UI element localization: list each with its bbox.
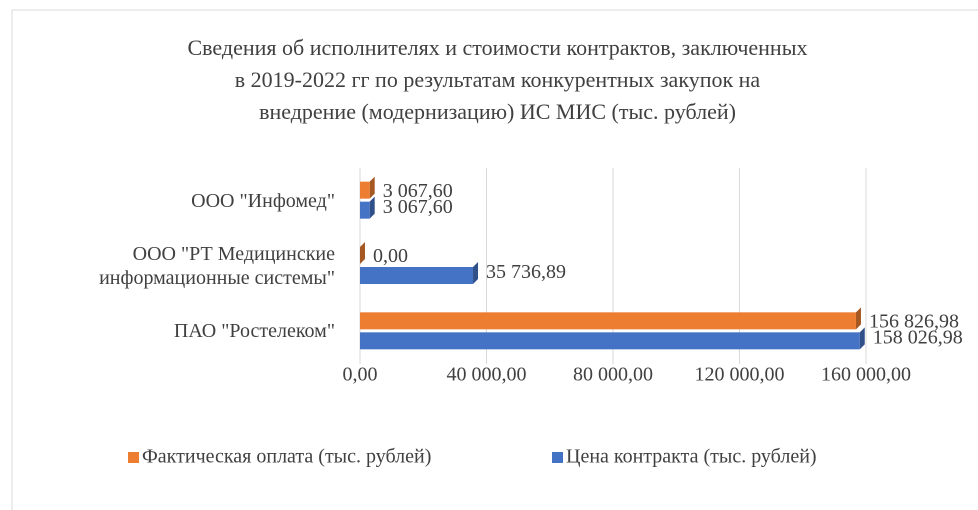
bar [360, 201, 370, 219]
y-tick-label: ООО "РТ Медицинские информационные систе… [99, 243, 335, 289]
bar [360, 181, 370, 199]
y-tick-label: ООО "Инфомед" [191, 189, 335, 212]
chart-title: Сведения об исполнителях и стоимости кон… [187, 35, 808, 124]
data-label: 0,00 [373, 245, 408, 267]
x-tick-label: 0,00 [343, 364, 378, 386]
y-tick-label: ПАО "Ростелеком" [173, 320, 335, 343]
bar-depth [369, 176, 375, 199]
legend-label: Цена контракта (тыс. рублей) [566, 446, 817, 468]
legend-swatch [552, 452, 563, 463]
x-tick-label: 40 000,00 [447, 364, 527, 386]
data-label: 3 067,60 [383, 180, 453, 202]
data-label: 35 736,89 [486, 261, 566, 283]
x-tick-label: 80 000,00 [573, 364, 653, 386]
data-label: 3 067,60 [383, 196, 453, 218]
bar-depth [369, 196, 375, 219]
legend-label: Фактическая оплата (тыс. рублей) [142, 446, 431, 468]
bar-depth [473, 262, 479, 284]
bar-depth [360, 242, 365, 264]
data-label: 156 826,98 [869, 310, 959, 332]
data-label: 158 026,98 [873, 326, 963, 348]
x-tick-label: 160 000,00 [821, 364, 911, 386]
bar [360, 267, 474, 284]
bar-depth [859, 327, 865, 350]
x-tick-label: 120 000,00 [695, 364, 785, 386]
legend-swatch [128, 452, 139, 463]
bar-depth [855, 307, 861, 330]
bar [360, 332, 860, 350]
bar [360, 312, 856, 330]
